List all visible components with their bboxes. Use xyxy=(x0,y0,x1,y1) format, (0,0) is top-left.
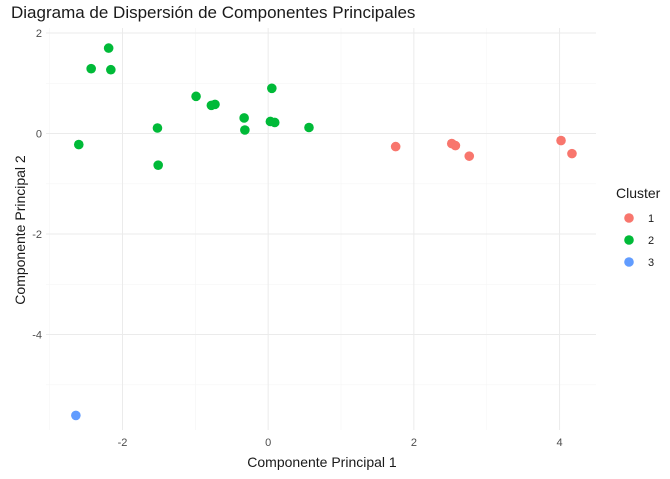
data-point-cluster-2 xyxy=(240,125,250,135)
tick-labels: -2 0 2 4 -4 -2 0 2 xyxy=(32,28,562,449)
legend-key-1 xyxy=(624,213,634,223)
data-point-cluster-2 xyxy=(191,91,201,102)
x-tick-label: 0 xyxy=(265,437,271,449)
data-point-cluster-2 xyxy=(210,99,220,110)
data-point-cluster-2 xyxy=(152,123,163,133)
data-point-cluster-1 xyxy=(464,151,475,161)
legend-key-2 xyxy=(624,235,634,245)
data-point-cluster-2 xyxy=(269,117,280,128)
data-point-cluster-2 xyxy=(239,113,249,123)
y-axis-title: Componente Principal 2 xyxy=(12,155,28,305)
legend-label: 3 xyxy=(648,257,654,269)
legend-label: 1 xyxy=(648,213,654,225)
x-tick-label: 2 xyxy=(411,437,417,449)
x-tick-label: -2 xyxy=(118,437,128,449)
legend-key-3 xyxy=(624,257,634,267)
y-tick-label: -2 xyxy=(32,229,42,241)
data-point-cluster-1 xyxy=(390,141,401,152)
y-tick-label: 0 xyxy=(36,129,42,141)
x-tick-label: 4 xyxy=(557,437,563,449)
data-point-cluster-2 xyxy=(73,139,84,150)
data-point-cluster-3 xyxy=(71,410,81,421)
data-point-cluster-1 xyxy=(567,148,577,159)
legend-label: 2 xyxy=(648,235,654,247)
x-axis-title: Componente Principal 1 xyxy=(247,454,397,470)
data-point-cluster-2 xyxy=(103,43,114,53)
chart-title: Diagrama de Dispersión de Componentes Pr… xyxy=(11,3,415,22)
data-point-cluster-1 xyxy=(450,140,461,151)
data-point-cluster-2 xyxy=(267,83,277,94)
data-point-cluster-1 xyxy=(556,135,566,146)
data-point-cluster-2 xyxy=(304,122,314,133)
data-points xyxy=(71,43,577,421)
legend-title: Cluster xyxy=(616,185,661,201)
data-point-cluster-2 xyxy=(153,160,163,170)
data-point-cluster-2 xyxy=(86,63,96,74)
y-tick-label: -4 xyxy=(32,330,42,342)
data-point-cluster-2 xyxy=(106,64,116,75)
legend: Cluster 1 2 3 xyxy=(616,185,661,269)
grid xyxy=(46,28,596,430)
y-tick-label: 2 xyxy=(36,28,42,40)
